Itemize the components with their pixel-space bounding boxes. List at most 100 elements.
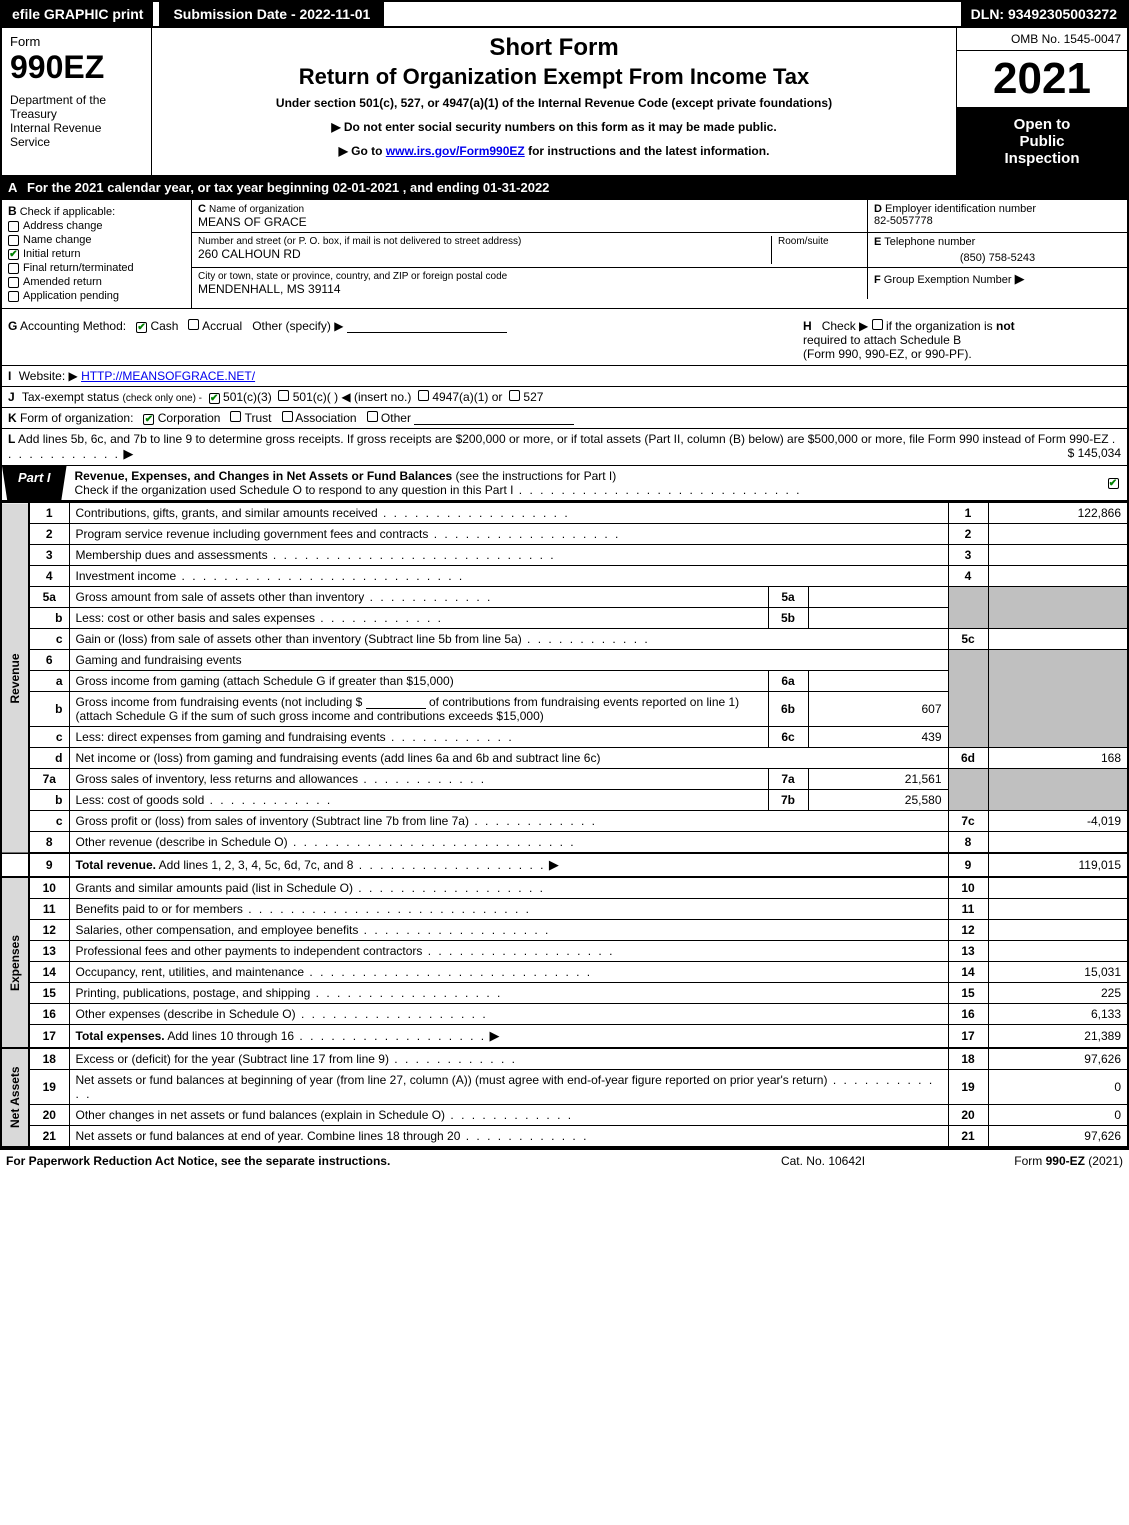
line-7c: c Gross profit or (loss) from sales of i… [1, 811, 1128, 832]
box-val [988, 877, 1128, 899]
checkbox-icon[interactable] [367, 411, 378, 422]
box-val: 21,389 [988, 1025, 1128, 1049]
line-desc: Add lines 1, 2, 3, 4, 5c, 6d, 7c, and 8 [156, 858, 546, 872]
footer-right: Form 990-EZ (2021) [923, 1154, 1123, 1168]
form-word: Form [10, 34, 143, 49]
other-org-blank[interactable] [414, 413, 574, 425]
sub-box-val: 607 [808, 692, 948, 727]
checkbox-icon[interactable] [282, 411, 293, 422]
line-13: 13 Professional fees and other payments … [1, 941, 1128, 962]
line-7a: 7a Gross sales of inventory, less return… [1, 769, 1128, 790]
line-num: c [29, 629, 69, 650]
line-desc: Less: cost of goods sold [76, 793, 333, 807]
other-org-label: Other [381, 411, 411, 425]
check-address-change[interactable]: Address change [8, 220, 185, 232]
trust-label: Trust [245, 411, 272, 425]
box-val: 168 [988, 748, 1128, 769]
line-num: 14 [29, 962, 69, 983]
line-desc: Gross income from fundraising events (no… [69, 692, 768, 727]
box-val: 225 [988, 983, 1128, 1004]
line-num: 21 [29, 1126, 69, 1148]
row-a-label: A [8, 180, 17, 195]
box-num: 16 [948, 1004, 988, 1025]
room-label: Room/suite [778, 236, 861, 247]
address-value: 260 CALHOUN RD [198, 247, 771, 261]
block-b-to-f: B Check if applicable: Address change Na… [0, 200, 1129, 308]
line-desc: Add lines 10 through 16 [165, 1029, 486, 1043]
check-amended-return[interactable]: Amended return [8, 276, 185, 288]
part-1-tab: Part I [2, 466, 67, 500]
box-val [988, 920, 1128, 941]
header-right: OMB No. 1545-0047 2021 Open to Public In… [957, 28, 1127, 175]
l6b-desc1: Gross income from fundraising events (no… [76, 695, 363, 709]
part-1-check[interactable]: ✔ [1099, 466, 1127, 500]
sub-box-lbl: 6c [768, 727, 808, 748]
checkbox-icon[interactable] [509, 390, 520, 401]
line-desc-bold: Total expenses. [76, 1029, 165, 1043]
row-i-lbl: I [8, 369, 11, 383]
checkbox-icon[interactable] [230, 411, 241, 422]
line-5c: c Gain or (loss) from sale of assets oth… [1, 629, 1128, 650]
checkbox-icon [8, 277, 19, 288]
row-a: A For the 2021 calendar year, or tax yea… [0, 177, 1129, 200]
footer-catno: Cat. No. 10642I [723, 1154, 923, 1168]
check-name-change[interactable]: Name change [8, 234, 185, 246]
line-desc: Other revenue (describe in Schedule O) [76, 835, 576, 849]
efile-label[interactable]: efile GRAPHIC print [2, 2, 153, 26]
line-num: c [29, 811, 69, 832]
phone-value: (850) 758-5243 [874, 252, 1121, 264]
line-12: 12 Salaries, other compensation, and emp… [1, 920, 1128, 941]
contrib-blank[interactable] [366, 697, 426, 709]
irs-link[interactable]: www.irs.gov/Form990EZ [386, 144, 525, 158]
box-val: 122,866 [988, 503, 1128, 524]
ein-value: 82-5057778 [874, 215, 1121, 227]
check-application-pending[interactable]: Application pending [8, 290, 185, 302]
part-1-sub: Check if the organization used Schedule … [75, 483, 514, 497]
line-num: 6 [29, 650, 69, 671]
assoc-label: Association [295, 411, 356, 425]
dln-label: DLN: 93492305003272 [961, 2, 1127, 26]
col-c-wrapper: C Name of organization MEANS OF GRACE D … [192, 200, 1127, 308]
line-1: Revenue 1 Contributions, gifts, grants, … [1, 503, 1128, 524]
tax-year: 2021 [957, 51, 1127, 108]
website-link[interactable]: HTTP://MEANSOFGRACE.NET/ [81, 369, 255, 383]
check-final-return[interactable]: Final return/terminated [8, 262, 185, 274]
revenue-side-label: Revenue [1, 503, 29, 854]
checkbox-icon[interactable] [278, 390, 289, 401]
line-8: 8 Other revenue (describe in Schedule O)… [1, 832, 1128, 854]
check-initial-return[interactable]: ✔Initial return [8, 248, 185, 260]
line-desc: Other expenses (describe in Schedule O) [76, 1007, 488, 1021]
box-num: 20 [948, 1105, 988, 1126]
city-label: City or town, state or province, country… [198, 271, 861, 282]
checkbox-icon[interactable]: ✔ [136, 322, 147, 333]
footer-right-pre: Form [1014, 1154, 1045, 1168]
check-only-one: (check only one) - [123, 393, 202, 404]
line-3: 3 Membership dues and assessments 3 [1, 545, 1128, 566]
sub-box-val: 21,561 [808, 769, 948, 790]
check-label: Name change [23, 234, 92, 246]
row-l-text: Add lines 5b, 6c, and 7b to line 9 to de… [18, 432, 1109, 446]
checkbox-icon[interactable]: ✔ [209, 393, 220, 404]
checkbox-icon[interactable]: ✔ [143, 414, 154, 425]
box-val: 97,626 [988, 1048, 1128, 1070]
row-h-text2: required to attach Schedule B [803, 333, 961, 347]
checkbox-icon[interactable] [872, 319, 883, 330]
instruction-goto: ▶ Go to www.irs.gov/Form990EZ for instru… [162, 144, 946, 158]
line-num: 5a [29, 587, 69, 608]
line-desc: Salaries, other compensation, and employ… [76, 923, 551, 937]
submission-date: Submission Date - 2022-11-01 [153, 2, 390, 26]
line-num: 17 [29, 1025, 69, 1049]
checkbox-icon[interactable] [418, 390, 429, 401]
corp-label: Corporation [158, 411, 221, 425]
line-desc: Occupancy, rent, utilities, and maintena… [76, 965, 593, 979]
box-val [988, 899, 1128, 920]
line-desc: Net income or (loss) from gaming and fun… [69, 748, 948, 769]
box-num: 14 [948, 962, 988, 983]
open-public-badge: Open to Public Inspection [957, 108, 1127, 175]
box-num: 17 [948, 1025, 988, 1049]
other-blank[interactable] [347, 321, 507, 333]
box-val [988, 629, 1128, 650]
row-a-text: For the 2021 calendar year, or tax year … [27, 180, 549, 195]
checkbox-icon[interactable] [188, 319, 199, 330]
line-desc: Contributions, gifts, grants, and simila… [76, 506, 570, 520]
